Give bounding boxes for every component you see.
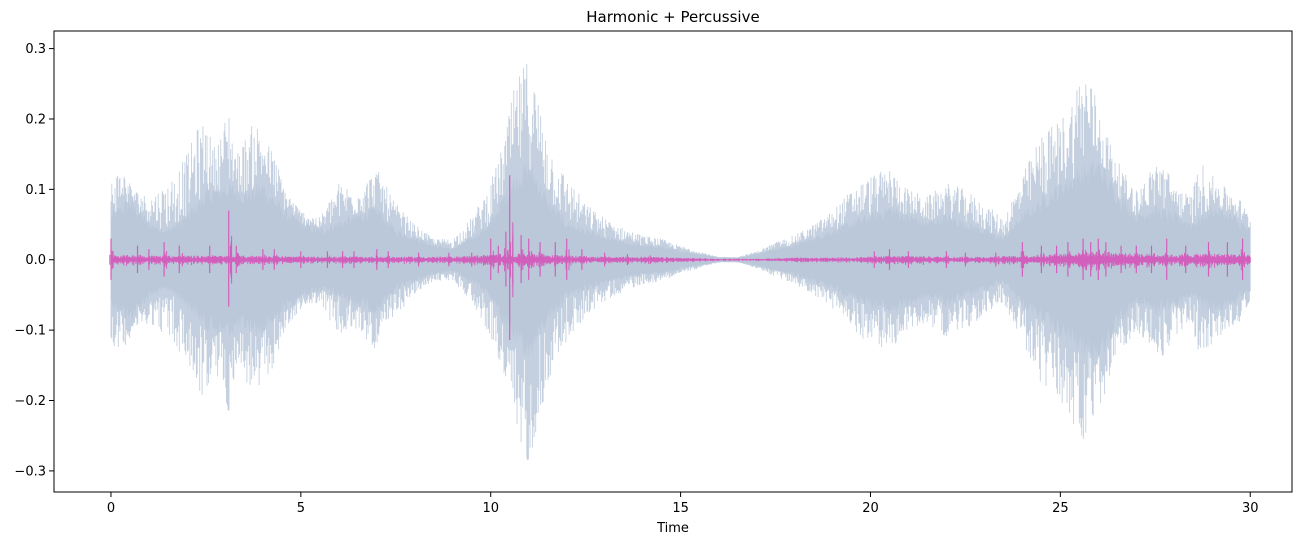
- plot-frame: [53, 30, 1293, 493]
- chart-title: Harmonic + Percussive: [586, 8, 759, 26]
- y-tick-label: 0.1: [25, 183, 46, 198]
- y-axis: −0.3 −0.2 −0.1 0.0 0.1 0.2 0.3: [14, 42, 54, 479]
- x-tick-label: 10: [482, 501, 499, 516]
- y-tick-label: −0.2: [14, 394, 46, 409]
- x-tick-label: 30: [1242, 501, 1259, 516]
- y-tick-label: 0.2: [25, 112, 46, 127]
- x-tick-label: 20: [862, 501, 879, 516]
- y-tick-label: −0.3: [14, 464, 46, 479]
- x-axis: 0 5 10 15 20 25 30: [107, 492, 1259, 516]
- x-tick-label: 25: [1052, 501, 1069, 516]
- x-tick-label: 15: [672, 501, 689, 516]
- y-tick-label: 0.3: [25, 42, 46, 57]
- x-tick-label: 5: [297, 501, 305, 516]
- y-tick-label: 0.0: [25, 253, 46, 268]
- percussive-waveform: [109, 175, 1251, 340]
- x-tick-label: 0: [107, 501, 115, 516]
- y-tick-label: −0.1: [14, 324, 46, 339]
- x-axis-label: Time: [656, 521, 689, 536]
- plot-area: [109, 63, 1251, 461]
